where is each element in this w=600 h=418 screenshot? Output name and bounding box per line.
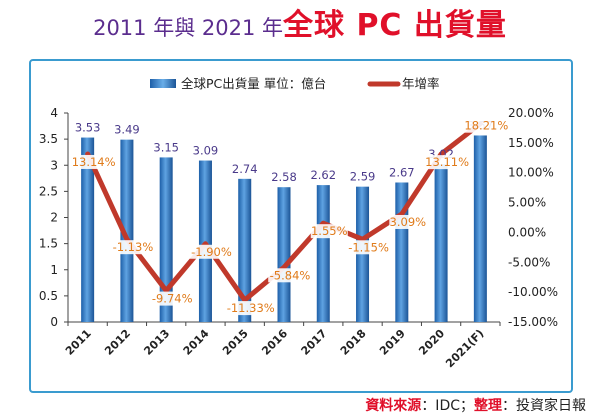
bar bbox=[159, 157, 173, 322]
legend-line-label: 年增率 bbox=[402, 76, 440, 91]
x-tick-label: 2019 bbox=[377, 327, 408, 358]
line-value-label-bg bbox=[310, 224, 348, 239]
x-tick-label: 2017 bbox=[299, 327, 330, 358]
bar bbox=[198, 160, 212, 322]
y-left-tick-label: 3 bbox=[50, 158, 58, 172]
bar-value-label: 3.09 bbox=[193, 144, 219, 158]
line-value-label-bg bbox=[346, 240, 391, 255]
x-tick-label: 2011 bbox=[63, 327, 94, 358]
line-value-label-bg bbox=[425, 155, 469, 170]
bar bbox=[81, 137, 95, 322]
y-right-tick-label: -15.00% bbox=[508, 315, 558, 329]
chart-title: 2011 年與 2021 年全球 PC 出貨量 bbox=[0, 4, 600, 52]
y-right-tick-label: 20.00% bbox=[508, 106, 554, 120]
line-value-label-bg bbox=[111, 240, 155, 255]
line-value-label: -1.90% bbox=[191, 245, 232, 259]
y-right-tick-label: 0.00% bbox=[508, 225, 546, 239]
source-label: 資料來源 bbox=[365, 398, 422, 414]
line-value-label-bg bbox=[389, 214, 427, 229]
line-value-label: 1.55% bbox=[311, 224, 348, 238]
source-note: 資料來源：IDC；整理：投資家日報 bbox=[365, 395, 586, 415]
line-value-label: -9.74% bbox=[152, 292, 193, 306]
title-years: 2011 年與 2021 年 bbox=[93, 16, 283, 40]
bar bbox=[434, 164, 448, 322]
bar-value-label: 2.59 bbox=[350, 170, 376, 184]
x-tick-label: 2012 bbox=[102, 327, 133, 358]
line-value-label: 13.11% bbox=[425, 155, 469, 169]
bar-value-label: 2.74 bbox=[232, 162, 258, 176]
y-right-tick-label: 15.00% bbox=[508, 136, 554, 150]
line-value-label-bg bbox=[189, 244, 234, 259]
legend-bar-label: 全球PC出貨量 單位：億台 bbox=[181, 76, 326, 91]
bar-value-label: 3.15 bbox=[153, 140, 179, 154]
line-value-label-bg bbox=[71, 154, 116, 169]
line-value-label-bg bbox=[150, 291, 194, 306]
y-left-tick-label: 0 bbox=[50, 315, 58, 329]
line-value-label-bg bbox=[225, 301, 276, 316]
bar bbox=[316, 185, 330, 322]
y-right-tick-label: 5.00% bbox=[508, 196, 546, 210]
line-value-label-bg bbox=[464, 118, 509, 133]
bar bbox=[473, 135, 487, 322]
line-value-label: -1.13% bbox=[113, 240, 154, 254]
x-tick-label: 2016 bbox=[259, 327, 290, 358]
line-value-label: -11.33% bbox=[227, 301, 275, 315]
bar-value-label: 2.58 bbox=[271, 170, 297, 184]
source-sep2: ：投資家日報 bbox=[502, 398, 586, 414]
y-left-tick-label: 2.5 bbox=[39, 184, 58, 198]
bar-value-label: 2.67 bbox=[389, 165, 415, 179]
source-sep1: ：IDC； bbox=[421, 398, 474, 414]
line-value-label: -1.15% bbox=[348, 240, 389, 254]
bar bbox=[356, 186, 370, 322]
y-left-tick-label: 4 bbox=[50, 106, 58, 120]
bar-value-label: 3.53 bbox=[75, 121, 101, 135]
x-tick-label: 2021(F) bbox=[443, 327, 486, 370]
y-left-tick-label: 2 bbox=[50, 211, 58, 225]
bar bbox=[238, 178, 252, 322]
y-left-tick-label: 1.5 bbox=[39, 237, 58, 251]
line-value-label: 3.09% bbox=[390, 215, 427, 229]
line-value-label-bg bbox=[268, 268, 312, 283]
line-value-label: -5.84% bbox=[270, 268, 311, 282]
bar bbox=[120, 139, 134, 322]
editor-label: 整理 bbox=[474, 398, 502, 414]
x-tick-label: 2018 bbox=[338, 327, 369, 358]
y-right-tick-label: -10.00% bbox=[508, 285, 558, 299]
y-right-tick-label: 10.00% bbox=[508, 166, 554, 180]
y-left-tick-label: 3.5 bbox=[39, 132, 58, 146]
legend-bar-swatch bbox=[150, 79, 176, 88]
x-tick-label: 2020 bbox=[416, 327, 447, 358]
y-left-tick-label: 1 bbox=[50, 263, 58, 277]
growth-line bbox=[85, 121, 483, 303]
bar-value-label: 2.62 bbox=[310, 168, 336, 182]
title-main: 全球 PC 出貨量 bbox=[283, 8, 507, 43]
bar bbox=[277, 187, 291, 322]
x-tick-label: 2015 bbox=[220, 327, 251, 358]
bar-value-label: 3.49 bbox=[114, 123, 140, 137]
y-right-tick-label: -5.00% bbox=[508, 255, 550, 269]
line-value-label: 18.21% bbox=[464, 119, 508, 133]
x-tick-label: 2014 bbox=[181, 327, 212, 358]
line-value-label: 13.14% bbox=[72, 155, 116, 169]
y-left-tick-label: 0.5 bbox=[39, 289, 58, 303]
x-tick-label: 2013 bbox=[141, 327, 172, 358]
